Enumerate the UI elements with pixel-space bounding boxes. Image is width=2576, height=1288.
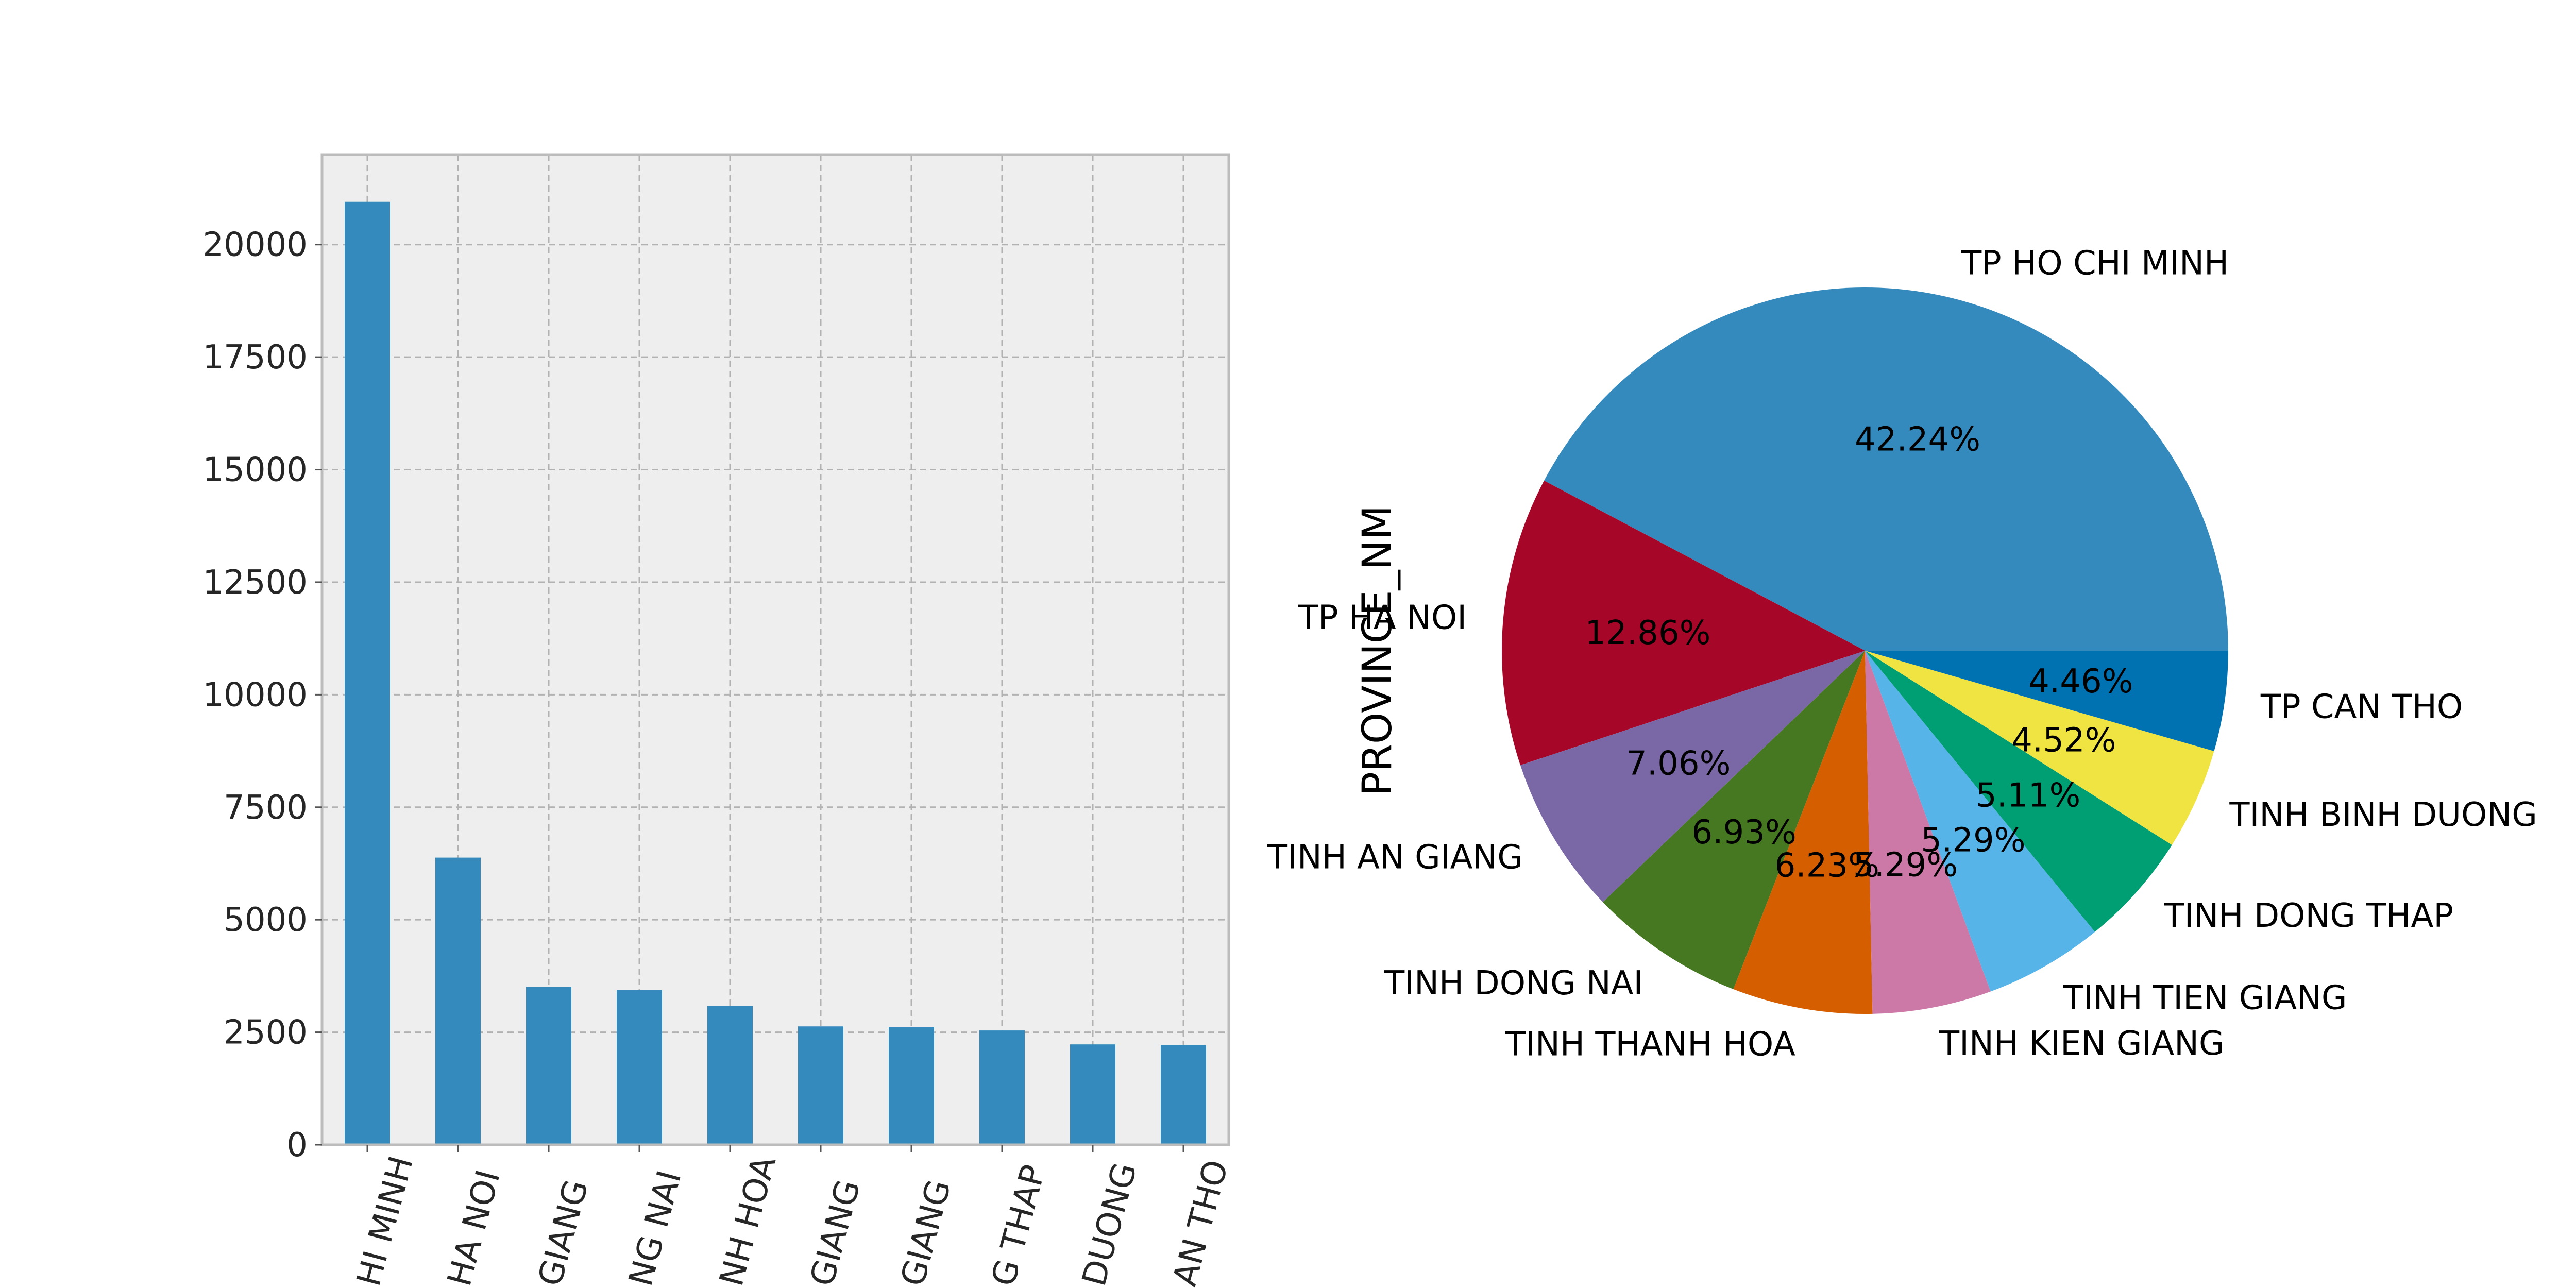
y-tick-label: 0 — [286, 1126, 308, 1164]
pie-slice-label: TINH AN GIANG — [1267, 838, 1523, 876]
bar — [979, 1030, 1025, 1145]
pie-percent-label: 4.52% — [2011, 721, 2116, 759]
pie-slice-label: TINH THANH HOA — [1505, 1026, 1795, 1064]
plot-frame — [320, 153, 1230, 1146]
x-tick-label: HI MINH — [350, 1152, 421, 1288]
x-tick-label: GIANG — [531, 1176, 596, 1288]
pie-labels: TP HO CHI MINH TP HA NOI TINH AN GIANG TINH… — [1267, 244, 2537, 1063]
pie-slice — [1865, 651, 2228, 752]
pie-slice — [1865, 651, 2214, 845]
pie-slice-label: TINH DONG NAI — [1384, 964, 1643, 1003]
pie-chart: TP HO CHI MINH TP HA NOI TINH AN GIANG TINH… — [1267, 244, 2537, 1063]
pie-slice-label: TP CAN THO — [2260, 688, 2463, 726]
pie-slice — [1733, 651, 1873, 1014]
pie-slice — [1865, 651, 2095, 992]
pie-slice-label: TP HA NOI — [1298, 599, 1467, 637]
bar — [1161, 1045, 1206, 1145]
x-tick-label: GIANG — [803, 1176, 868, 1288]
bar — [889, 1027, 934, 1145]
x-tick-label: DUONG — [1075, 1159, 1145, 1288]
pie-ylabel: PROVINCE_NM — [1354, 505, 1401, 796]
pie-slice-label: TP HO CHI MINH — [1961, 244, 2229, 282]
pie-percent-label: 5.11% — [1976, 776, 2080, 815]
x-tick-label: NG NAI — [622, 1166, 689, 1288]
bar — [707, 1006, 753, 1145]
y-tick-label: 12500 — [202, 564, 308, 602]
pie-slice-label: TINH TIEN GIANG — [2063, 979, 2347, 1017]
pie-percent-label: 12.86% — [1585, 614, 1710, 652]
pie-percent-label: 7.06% — [1626, 744, 1731, 783]
x-tick-label: NH HOA — [713, 1152, 784, 1288]
bar — [526, 987, 571, 1145]
y-tick-label: 15000 — [202, 451, 308, 489]
y-tick-label: 17500 — [202, 338, 308, 377]
y-tick-label: 20000 — [202, 226, 308, 264]
pie-percent-labels: 42.24%12.86%7.06%6.93%6.23%5.29%5.29%5.1… — [1585, 420, 2133, 885]
pie-percent-label: 6.23% — [1775, 847, 1879, 885]
pie-percent-label: 5.29% — [1921, 821, 2025, 859]
gridlines — [322, 155, 1229, 1146]
bar — [435, 857, 481, 1145]
y-tick-label: 7500 — [224, 789, 308, 827]
pie-percent-label: 6.93% — [1691, 814, 1796, 852]
pie-slice — [1501, 480, 1865, 766]
x-tick-label: AN THO — [1166, 1156, 1236, 1288]
x-axis: HI MINH HA NOI GIANG NG NAI NH HOA GIANG GIANG… — [350, 1145, 1236, 1288]
pie-slices — [1501, 287, 2228, 1014]
y-axis: 0 2500 5000 7500 10000 12500 15000 17500 20000 — [202, 226, 322, 1164]
y-tick-label: 2500 — [224, 1014, 308, 1052]
x-tick-label: HA NOI — [440, 1166, 508, 1288]
pie-percent-label: 5.29% — [1853, 846, 1958, 885]
pie-slice — [1603, 651, 1865, 990]
pie-slice-label: TINH BINH DUONG — [2229, 796, 2537, 834]
bar — [1070, 1044, 1115, 1145]
pie-percent-label: 42.24% — [1855, 420, 1980, 459]
pie-slice — [1865, 651, 2172, 932]
y-tick-label: 5000 — [224, 901, 308, 939]
pie-slice — [1865, 651, 1991, 1014]
pie-slice-label: TINH KIEN GIANG — [1939, 1025, 2225, 1063]
pie-slice — [1520, 651, 1865, 902]
bar-chart: 0 2500 5000 7500 10000 12500 15000 17500 20000 HI… — [202, 153, 1236, 1288]
pie-percent-label: 4.46% — [2028, 663, 2133, 701]
bars — [345, 201, 1206, 1145]
x-tick-label: G THAP — [985, 1161, 1053, 1288]
y-tick-label: 10000 — [202, 676, 308, 714]
bar — [617, 990, 662, 1145]
pie-slice-label: TINH DONG THAP — [2164, 897, 2453, 935]
bar — [798, 1026, 843, 1145]
bar — [345, 201, 390, 1145]
x-tick-label: GIANG — [894, 1176, 959, 1288]
pie-slice — [1544, 287, 2228, 651]
